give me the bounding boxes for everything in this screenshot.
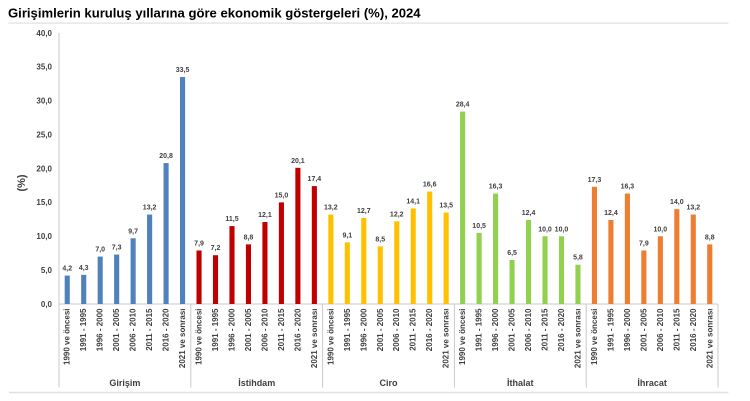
svg-text:İthalat: İthalat <box>507 378 534 388</box>
svg-text:6,5: 6,5 <box>507 250 517 257</box>
svg-text:7,2: 7,2 <box>211 245 221 252</box>
svg-text:10,0: 10,0 <box>654 226 668 233</box>
svg-text:2016 - 2020: 2016 - 2020 <box>293 308 302 351</box>
svg-text:2021 ve sonrası: 2021 ve sonrası <box>178 309 187 369</box>
svg-text:14,1: 14,1 <box>406 198 420 205</box>
svg-text:20,1: 20,1 <box>291 158 305 165</box>
svg-text:2016 - 2020: 2016 - 2020 <box>557 308 566 351</box>
svg-text:2016 - 2020: 2016 - 2020 <box>689 308 698 351</box>
svg-text:2016 - 2020: 2016 - 2020 <box>162 308 171 351</box>
svg-text:40,0: 40,0 <box>36 29 52 38</box>
svg-text:10,5: 10,5 <box>472 223 486 230</box>
svg-text:1991 - 1995: 1991 - 1995 <box>606 308 615 351</box>
svg-text:1990 ve öncesi: 1990 ve öncesi <box>326 309 335 365</box>
svg-text:1991 - 1995: 1991 - 1995 <box>343 308 352 351</box>
svg-text:13,2: 13,2 <box>143 205 157 212</box>
svg-text:10,0: 10,0 <box>36 232 52 241</box>
svg-text:1991 - 1995: 1991 - 1995 <box>211 308 220 351</box>
svg-text:16,6: 16,6 <box>423 182 437 189</box>
svg-text:13,2: 13,2 <box>324 205 338 212</box>
svg-text:2006 - 2010: 2006 - 2010 <box>260 308 269 351</box>
svg-text:16,3: 16,3 <box>621 184 635 191</box>
svg-text:7,0: 7,0 <box>95 247 105 254</box>
svg-text:0,0: 0,0 <box>41 300 53 309</box>
svg-text:17,4: 17,4 <box>308 176 322 183</box>
svg-text:20,8: 20,8 <box>159 153 173 160</box>
svg-text:8,8: 8,8 <box>705 234 715 241</box>
svg-text:17,3: 17,3 <box>588 177 602 184</box>
svg-text:12,2: 12,2 <box>390 211 404 218</box>
svg-text:2006 - 2010: 2006 - 2010 <box>524 308 533 351</box>
svg-text:1990 ve öncesi: 1990 ve öncesi <box>590 309 599 365</box>
svg-text:20,0: 20,0 <box>36 164 52 173</box>
svg-text:2021 ve sonrası: 2021 ve sonrası <box>705 309 714 369</box>
svg-text:4,2: 4,2 <box>62 266 72 273</box>
svg-text:10,0: 10,0 <box>538 226 552 233</box>
svg-text:1991 - 1995: 1991 - 1995 <box>79 308 88 351</box>
svg-text:1996 - 2000: 1996 - 2000 <box>491 308 500 351</box>
svg-text:2001 - 2005: 2001 - 2005 <box>244 308 253 351</box>
svg-text:Ciro: Ciro <box>380 378 399 388</box>
svg-text:4,3: 4,3 <box>79 265 89 272</box>
svg-text:2001 - 2005: 2001 - 2005 <box>639 308 648 351</box>
svg-text:1990 ve öncesi: 1990 ve öncesi <box>458 309 467 365</box>
svg-text:2001 - 2005: 2001 - 2005 <box>376 308 385 351</box>
svg-text:2006 - 2010: 2006 - 2010 <box>656 308 665 351</box>
svg-text:2001 - 2005: 2001 - 2005 <box>112 308 121 351</box>
svg-text:13,5: 13,5 <box>439 203 453 210</box>
svg-text:35,0: 35,0 <box>36 63 52 72</box>
svg-text:2016 - 2020: 2016 - 2020 <box>425 308 434 351</box>
svg-text:13,2: 13,2 <box>686 205 700 212</box>
svg-text:25,0: 25,0 <box>36 130 52 139</box>
svg-text:1996 - 2000: 1996 - 2000 <box>623 308 632 351</box>
svg-text:15,0: 15,0 <box>275 192 289 199</box>
svg-text:30,0: 30,0 <box>36 97 52 106</box>
svg-text:2006 - 2010: 2006 - 2010 <box>129 308 138 351</box>
svg-text:10,0: 10,0 <box>555 226 569 233</box>
svg-text:12,4: 12,4 <box>604 210 618 217</box>
svg-text:Girişim: Girişim <box>109 378 140 388</box>
svg-text:İstihdam: İstihdam <box>238 378 275 388</box>
svg-text:16,3: 16,3 <box>489 184 503 191</box>
svg-text:2021 ve sonrası: 2021 ve sonrası <box>310 309 319 369</box>
svg-text:8,5: 8,5 <box>375 236 385 243</box>
svg-text:33,5: 33,5 <box>176 67 190 74</box>
svg-text:2021 ve sonrası: 2021 ve sonrası <box>442 309 451 369</box>
svg-text:15,0: 15,0 <box>36 198 52 207</box>
svg-text:2001 - 2005: 2001 - 2005 <box>508 308 517 351</box>
svg-text:12,7: 12,7 <box>357 208 371 215</box>
svg-text:2011 - 2015: 2011 - 2015 <box>672 308 681 351</box>
svg-text:7,9: 7,9 <box>194 240 204 247</box>
svg-text:2011 - 2015: 2011 - 2015 <box>145 308 154 351</box>
svg-text:1996 - 2000: 1996 - 2000 <box>96 308 105 351</box>
svg-text:2011 - 2015: 2011 - 2015 <box>409 308 418 351</box>
svg-text:2011 - 2015: 2011 - 2015 <box>277 308 286 351</box>
svg-text:14,0: 14,0 <box>670 199 684 206</box>
svg-text:1996 - 2000: 1996 - 2000 <box>359 308 368 351</box>
svg-text:1990 ve öncesi: 1990 ve öncesi <box>63 309 72 365</box>
svg-text:Girişimlerin kuruluş yıllarına: Girişimlerin kuruluş yıllarına göre ekon… <box>8 5 421 20</box>
svg-text:5,0: 5,0 <box>41 266 53 275</box>
svg-text:11,5: 11,5 <box>225 216 238 223</box>
svg-text:9,7: 9,7 <box>128 228 138 235</box>
svg-text:7,3: 7,3 <box>112 245 122 252</box>
svg-text:2011 - 2015: 2011 - 2015 <box>541 308 550 351</box>
svg-text:1991 - 1995: 1991 - 1995 <box>475 308 484 351</box>
svg-text:2021 ve sonrası: 2021 ve sonrası <box>573 309 582 369</box>
svg-text:12,4: 12,4 <box>522 210 536 217</box>
svg-text:28,4: 28,4 <box>456 102 470 109</box>
svg-text:12,1: 12,1 <box>258 212 272 219</box>
svg-text:7,9: 7,9 <box>639 240 649 247</box>
svg-text:8,8: 8,8 <box>244 234 254 241</box>
svg-text:1996 - 2000: 1996 - 2000 <box>227 308 236 351</box>
svg-text:2006 - 2010: 2006 - 2010 <box>392 308 401 351</box>
svg-text:1990 ve öncesi: 1990 ve öncesi <box>195 309 204 365</box>
svg-text:5,8: 5,8 <box>573 255 583 262</box>
svg-text:9,1: 9,1 <box>342 232 352 239</box>
svg-text:(%): (%) <box>16 174 28 191</box>
svg-text:İhracat: İhracat <box>637 378 667 388</box>
